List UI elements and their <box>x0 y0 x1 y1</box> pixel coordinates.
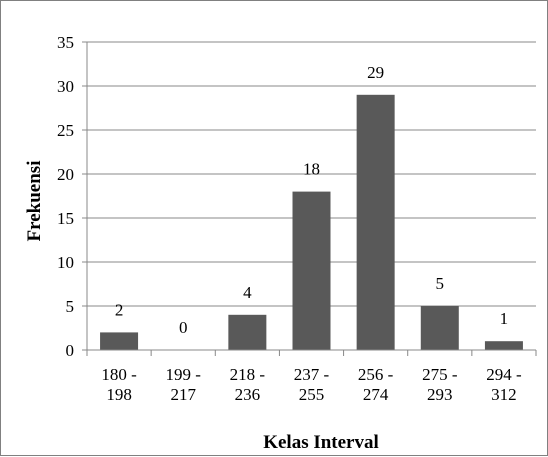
y-tick-label-0: 0 <box>66 341 75 360</box>
x-tick-label-0-1: 198 <box>106 385 132 404</box>
data-label-1: 0 <box>179 318 188 337</box>
data-label-3: 18 <box>303 160 320 179</box>
x-tick-label-1-1: 217 <box>170 385 196 404</box>
x-tick-label-5-1: 293 <box>427 385 453 404</box>
bar-3 <box>292 191 331 350</box>
y-tick-label-30: 30 <box>57 77 74 96</box>
y-tick-label-15: 15 <box>57 209 74 228</box>
x-tick-label-1-0: 199 - <box>166 365 202 384</box>
y-tick-label-10: 10 <box>57 253 74 272</box>
x-tick-label-6-0: 294 - <box>486 365 522 384</box>
y-axis-title: Frekuensi <box>24 161 45 242</box>
x-tick-label-2-1: 236 <box>235 385 261 404</box>
bar-2 <box>228 314 267 350</box>
y-tick-label-5: 5 <box>66 297 75 316</box>
data-label-2: 4 <box>243 283 252 302</box>
bar-5 <box>420 306 459 350</box>
y-tick-labels: 0 5 10 15 20 25 30 35 <box>57 33 74 360</box>
x-tick-label-0-0: 180 - <box>101 365 137 384</box>
x-tick-label-4-0: 256 - <box>358 365 394 384</box>
x-tick-label-4-1: 274 <box>363 385 389 404</box>
x-tick-label-3-0: 237 - <box>294 365 330 384</box>
bar-6 <box>484 341 523 350</box>
y-tick-label-20: 20 <box>57 165 74 184</box>
x-tick-label-6-1: 312 <box>491 385 517 404</box>
x-tick-label-3-1: 255 <box>299 385 325 404</box>
x-tick-label-5-0: 275 - <box>422 365 458 384</box>
data-label-5: 5 <box>436 274 445 293</box>
y-tick-label-25: 25 <box>57 121 74 140</box>
data-label-0: 2 <box>115 300 124 319</box>
data-label-6: 1 <box>500 309 509 328</box>
x-axis-title: Kelas Interval <box>263 432 379 453</box>
bar-4 <box>356 94 395 350</box>
x-tick-label-2-0: 218 - <box>230 365 266 384</box>
data-label-4: 29 <box>367 63 384 82</box>
x-tick-labels: 180 -198 199 -217 218 -236 237 -255 256 -274… <box>101 365 522 404</box>
bar-0 <box>100 332 139 350</box>
bars <box>100 94 523 350</box>
data-labels: 2 0 4 18 29 5 1 <box>115 63 508 337</box>
axes <box>82 41 537 356</box>
y-tick-label-35: 35 <box>57 33 74 52</box>
